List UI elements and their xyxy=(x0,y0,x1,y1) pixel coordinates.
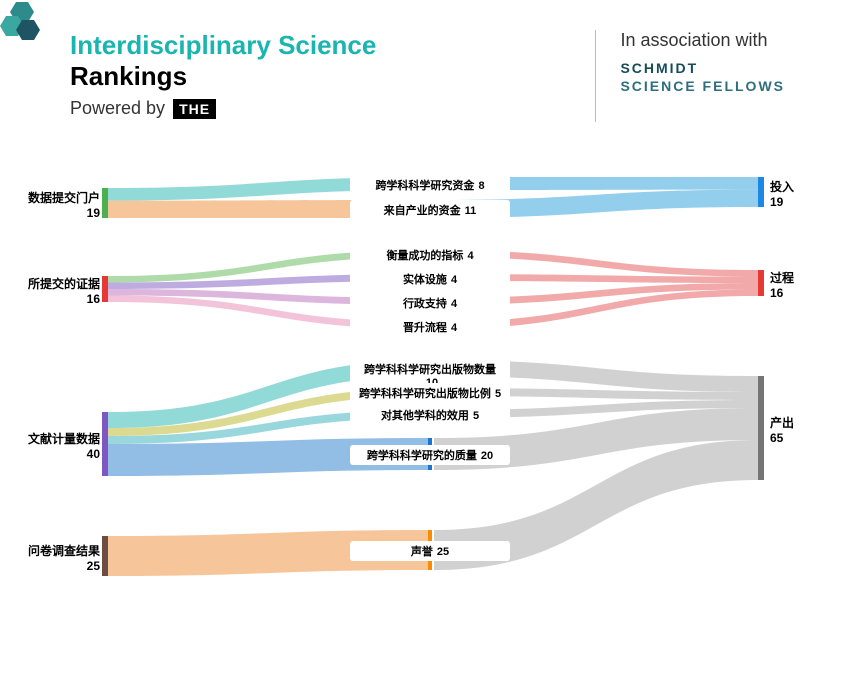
association-text: In association with xyxy=(620,30,767,51)
right-node-label: 投入19 xyxy=(770,178,794,209)
sankey-diagram: 数据提交门户19 所提交的证据16 文献计量数据40 问卷调查结果25 投入19 过程16… xyxy=(0,150,845,665)
schmidt-line2: SCIENCE FELLOWS xyxy=(620,77,785,95)
right-bar xyxy=(758,177,764,207)
the-badge-icon: THE xyxy=(173,99,216,119)
mid-node-label: 行政支持4 xyxy=(350,293,510,313)
left-bar xyxy=(102,276,108,302)
schmidt-hex-icon xyxy=(0,0,48,44)
mid-node-label: 跨学科科学研究出版物比例5 xyxy=(350,383,510,403)
header-left: Interdisciplinary Science Rankings Power… xyxy=(70,30,571,119)
right-bar xyxy=(758,376,764,480)
mid-node-label: 跨学科科学研究的质量20 xyxy=(350,445,510,465)
left-bar xyxy=(102,412,108,476)
schmidt-text: SCHMIDT SCIENCE FELLOWS xyxy=(620,59,785,95)
title-line1: Interdisciplinary Science xyxy=(70,30,571,61)
mid-node-label: 实体设施4 xyxy=(350,269,510,289)
title-line2: Rankings xyxy=(70,61,571,92)
right-node-label: 过程16 xyxy=(770,269,794,300)
header-right: In association with SCHMIDT SCIENCE FELL… xyxy=(620,30,785,95)
left-node-label: 所提交的证据16 xyxy=(10,275,100,306)
mid-node-label: 对其他学科的效用5 xyxy=(350,405,510,425)
powered-by-text: Powered by xyxy=(70,98,165,119)
mid-node-label: 来自产业的资金11 xyxy=(350,200,510,220)
schmidt-line1: SCHMIDT xyxy=(620,59,785,77)
mid-node-label: 声誉25 xyxy=(350,541,510,561)
left-bar xyxy=(102,188,108,218)
header-divider xyxy=(595,30,596,122)
left-node-label: 文献计量数据40 xyxy=(10,430,100,461)
mid-node-label: 晋升流程4 xyxy=(350,317,510,337)
schmidt-logo: SCHMIDT SCIENCE FELLOWS xyxy=(620,59,785,95)
header: Interdisciplinary Science Rankings Power… xyxy=(0,0,845,132)
powered-by: Powered by THE xyxy=(70,98,571,119)
right-bar xyxy=(758,270,764,296)
left-node-label: 数据提交门户19 xyxy=(10,189,100,220)
right-node-label: 产出65 xyxy=(770,414,794,445)
left-node-label: 问卷调查结果25 xyxy=(10,542,100,573)
mid-node-label: 衡量成功的指标4 xyxy=(350,245,510,265)
left-bar xyxy=(102,536,108,576)
mid-node-label: 跨学科科学研究资金8 xyxy=(350,175,510,195)
